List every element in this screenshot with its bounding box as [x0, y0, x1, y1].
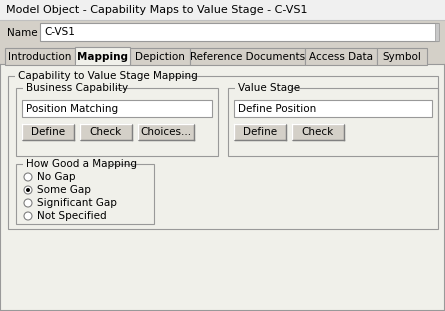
- Bar: [377, 48, 427, 65]
- Text: Define: Define: [31, 127, 65, 137]
- Bar: [5, 48, 75, 65]
- Text: Define: Define: [243, 127, 277, 137]
- Bar: [76, 63, 129, 65]
- Circle shape: [24, 212, 32, 220]
- Text: Mapping: Mapping: [77, 52, 128, 62]
- Circle shape: [26, 188, 30, 192]
- Bar: [16, 88, 218, 156]
- Text: Check: Check: [302, 127, 334, 137]
- Bar: [0, 64, 445, 310]
- Bar: [40, 23, 438, 41]
- Bar: [190, 48, 305, 65]
- Text: How Good a Mapping: How Good a Mapping: [26, 159, 137, 169]
- Text: Not Specified: Not Specified: [37, 211, 107, 221]
- Bar: [22, 124, 74, 140]
- Bar: [75, 47, 130, 65]
- Text: Some Gap: Some Gap: [37, 185, 91, 195]
- Text: Value Stage: Value Stage: [238, 83, 300, 93]
- Bar: [23, 83, 114, 93]
- Text: Depiction: Depiction: [135, 53, 185, 63]
- Bar: [234, 124, 286, 140]
- Bar: [80, 124, 132, 140]
- Circle shape: [24, 173, 32, 181]
- Bar: [235, 83, 291, 93]
- Text: Name: Name: [7, 28, 38, 38]
- Bar: [292, 124, 344, 140]
- Text: Model Object - Capability Maps to Value Stage - C-VS1: Model Object - Capability Maps to Value …: [6, 5, 307, 15]
- Text: Reference Documents: Reference Documents: [190, 53, 305, 63]
- Text: Introduction: Introduction: [8, 53, 72, 63]
- Bar: [234, 100, 432, 117]
- Bar: [0, 20, 445, 47]
- Bar: [22, 100, 212, 117]
- Text: Check: Check: [90, 127, 122, 137]
- Bar: [15, 71, 170, 81]
- Bar: [130, 48, 190, 65]
- Bar: [23, 159, 110, 169]
- Text: Position Matching: Position Matching: [26, 104, 118, 114]
- Bar: [8, 76, 438, 229]
- Bar: [0, 0, 445, 20]
- Bar: [138, 124, 194, 140]
- Circle shape: [24, 199, 32, 207]
- Text: Define Position: Define Position: [238, 104, 316, 114]
- Bar: [305, 48, 377, 65]
- Text: C-VS1: C-VS1: [44, 27, 75, 37]
- Text: Symbol: Symbol: [383, 53, 421, 63]
- Text: Capability to Value Stage Mapping: Capability to Value Stage Mapping: [18, 71, 198, 81]
- Bar: [228, 88, 438, 156]
- Bar: [16, 164, 154, 224]
- Text: Business Capability: Business Capability: [26, 83, 128, 93]
- Text: Access Data: Access Data: [309, 53, 373, 63]
- Text: No Gap: No Gap: [37, 172, 76, 182]
- Text: Choices...: Choices...: [141, 127, 191, 137]
- Text: Significant Gap: Significant Gap: [37, 198, 117, 208]
- Circle shape: [24, 186, 32, 194]
- Bar: [435, 23, 439, 41]
